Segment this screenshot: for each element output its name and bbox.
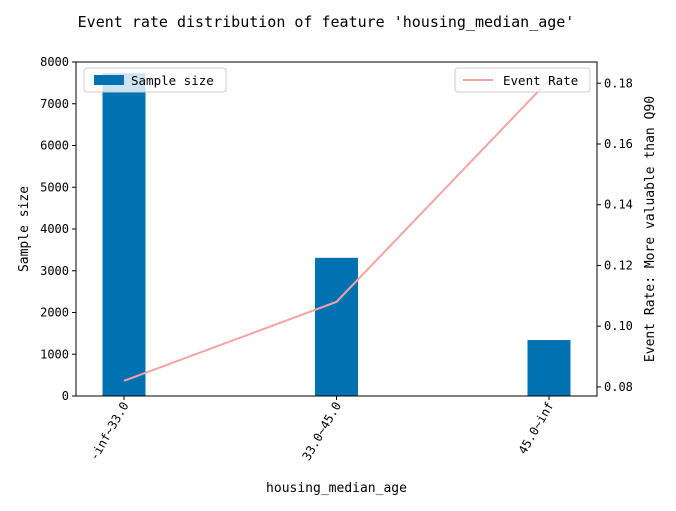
x-axis: -inf~33.0 33.0~45.0 45.0~inf xyxy=(87,396,557,463)
y2-tick-label: 0.18 xyxy=(604,76,633,90)
x-tick-label: 45.0~inf xyxy=(516,400,557,457)
legend-label-sample-size: Sample size xyxy=(131,73,214,88)
y-tick-label: 8000 xyxy=(40,55,69,69)
y-axis-label: Sample size xyxy=(17,186,32,272)
y-tick-label: 1000 xyxy=(40,347,69,361)
y-tick-label: 7000 xyxy=(40,97,69,111)
y-tick-label: 3000 xyxy=(40,264,69,278)
bar xyxy=(527,340,571,396)
bars-group xyxy=(102,73,571,397)
legend-box xyxy=(454,67,591,93)
plot-area xyxy=(75,61,598,397)
event-rate-line xyxy=(123,79,550,382)
x-tick-label: -inf~33.0 xyxy=(87,400,132,463)
y-tick-label: 0 xyxy=(62,389,69,403)
y-tick-label: 6000 xyxy=(40,139,69,153)
x-axis-label: housing_median_age xyxy=(266,481,407,496)
y2-tick-label: 0.12 xyxy=(604,258,633,272)
y-tick-label: 2000 xyxy=(40,306,69,320)
y2-tick-label: 0.08 xyxy=(604,380,633,394)
y2-axis-label: Event Rate: More valuable than Q90 xyxy=(643,96,658,362)
x-tick-label: 33.0~45.0 xyxy=(299,400,344,463)
chart-title: Event rate distribution of feature 'hous… xyxy=(78,13,575,31)
y-tick-label: 4000 xyxy=(40,222,69,236)
legend-event-rate: Event Rate xyxy=(454,67,591,93)
legend-sample-size: Sample size xyxy=(83,67,227,93)
y-tick-label: 5000 xyxy=(40,180,69,194)
y-axis-right: 0.08 0.10 0.12 0.14 0.16 0.18 xyxy=(597,76,633,394)
legend-label-event-rate: Event Rate xyxy=(503,73,578,88)
y2-tick-label: 0.16 xyxy=(604,137,633,151)
legend-box xyxy=(83,67,227,93)
legend-swatch-bar xyxy=(94,75,124,85)
bar xyxy=(315,257,358,396)
y2-tick-label: 0.10 xyxy=(604,319,633,333)
y-axis-left: 0 1000 2000 3000 4000 5000 6000 7000 8000 xyxy=(40,55,76,403)
y2-tick-label: 0.14 xyxy=(604,198,633,212)
bar xyxy=(102,73,146,397)
